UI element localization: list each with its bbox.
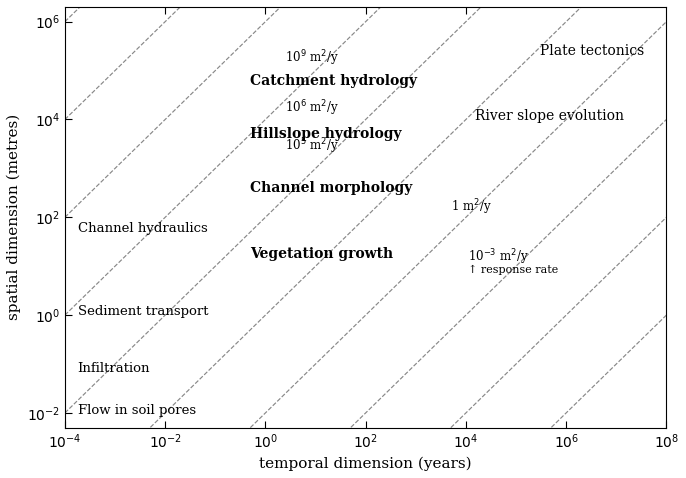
Text: ↑ response rate: ↑ response rate bbox=[468, 264, 558, 275]
Text: Sediment transport: Sediment transport bbox=[78, 305, 208, 318]
Text: 10$^5$ m$^2$/y: 10$^5$ m$^2$/y bbox=[285, 137, 339, 156]
Text: 1 m$^2$/y: 1 m$^2$/y bbox=[451, 197, 491, 217]
Text: Flow in soil pores: Flow in soil pores bbox=[78, 404, 196, 417]
Text: 10$^6$ m$^2$/y: 10$^6$ m$^2$/y bbox=[285, 98, 339, 118]
Text: Vegetation growth: Vegetation growth bbox=[250, 247, 394, 261]
Y-axis label: spatial dimension (metres): spatial dimension (metres) bbox=[7, 114, 21, 320]
Text: River slope evolution: River slope evolution bbox=[475, 109, 624, 123]
Text: 10$^9$ m$^2$/y: 10$^9$ m$^2$/y bbox=[285, 48, 339, 68]
Text: 10$^{-3}$ m$^2$/y: 10$^{-3}$ m$^2$/y bbox=[468, 248, 529, 267]
Text: Channel morphology: Channel morphology bbox=[250, 181, 413, 195]
Text: Channel hydraulics: Channel hydraulics bbox=[78, 222, 207, 235]
Text: Plate tectonics: Plate tectonics bbox=[540, 44, 644, 58]
Text: Infiltration: Infiltration bbox=[78, 362, 150, 375]
Text: Catchment hydrology: Catchment hydrology bbox=[250, 75, 418, 88]
X-axis label: temporal dimension (years): temporal dimension (years) bbox=[259, 456, 472, 471]
Text: Hillslope hydrology: Hillslope hydrology bbox=[250, 127, 402, 141]
